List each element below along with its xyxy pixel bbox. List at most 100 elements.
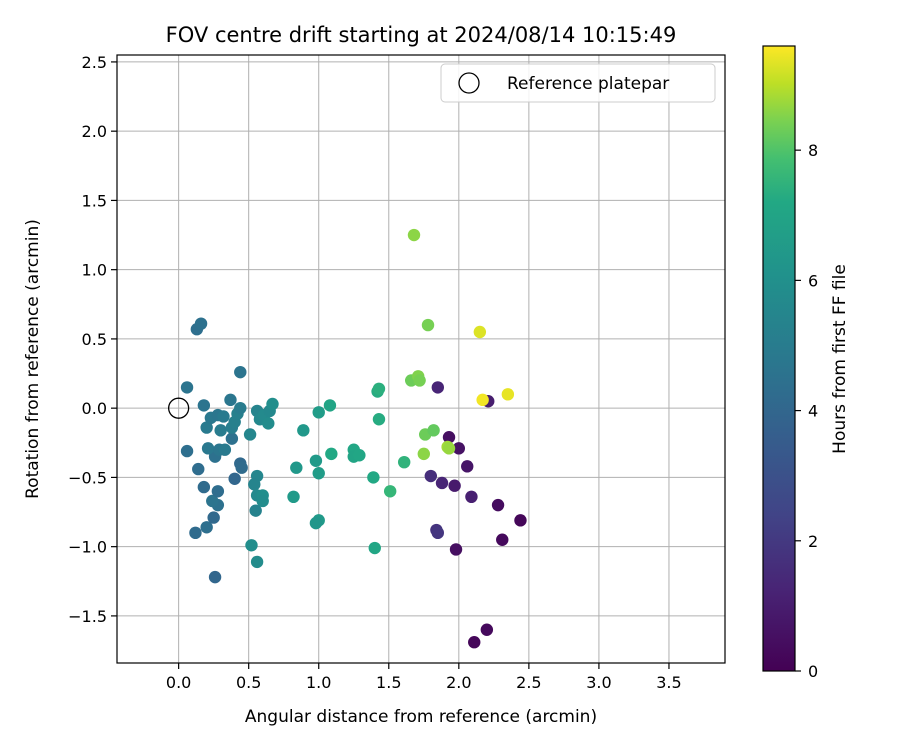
x-axis-label: Angular distance from reference (arcmin) xyxy=(245,707,597,727)
legend-entry-reference: Reference platepar xyxy=(507,74,669,94)
data-point xyxy=(201,442,215,455)
data-point xyxy=(248,478,261,491)
data-point xyxy=(452,442,466,455)
data-point xyxy=(256,494,269,508)
data-point xyxy=(417,447,431,461)
y-tick-label: −1.0 xyxy=(68,538,107,557)
y-axis-ticks: −1.5 −1.0 −0.5 0.0 0.5 1.0 1.5 2.0 2.5 xyxy=(68,53,117,626)
data-point xyxy=(249,504,262,517)
data-point xyxy=(468,636,481,649)
data-point xyxy=(189,526,202,540)
colorbar-tick-label: 4 xyxy=(808,402,818,421)
y-tick-label: 0.5 xyxy=(82,330,107,349)
colorbar-label: Hours from first FF file xyxy=(830,264,850,454)
data-point xyxy=(211,485,225,498)
data-point xyxy=(234,365,247,379)
data-point xyxy=(480,623,494,636)
data-point xyxy=(197,480,211,494)
legend-box xyxy=(440,63,716,103)
data-point xyxy=(372,413,386,426)
data-point xyxy=(435,476,449,490)
y-tick-label: 1.5 xyxy=(82,191,107,210)
data-point xyxy=(461,460,474,473)
reference-platepar-marker xyxy=(167,397,190,419)
legend: Reference platepar xyxy=(440,63,716,103)
data-point xyxy=(442,431,456,444)
data-point xyxy=(262,417,275,430)
data-point xyxy=(325,447,338,461)
data-point xyxy=(413,374,426,387)
legend-reference-marker xyxy=(458,72,480,94)
chart-title: FOV centre drift starting at 2024/08/14 … xyxy=(166,23,677,47)
data-point xyxy=(372,382,386,395)
data-point xyxy=(197,399,211,412)
data-point xyxy=(225,432,239,445)
data-point xyxy=(214,424,227,437)
data-point xyxy=(367,471,380,484)
data-point xyxy=(180,381,194,394)
colorbar-tick-label: 2 xyxy=(808,532,818,551)
colorbar-tick-label: 8 xyxy=(808,141,818,160)
data-point xyxy=(235,461,248,474)
data-point xyxy=(200,421,213,434)
x-tick-label: 1.5 xyxy=(376,673,401,692)
data-point xyxy=(353,449,366,462)
y-axis-label: Rotation from reference (arcmin) xyxy=(23,219,43,499)
y-tick-label: 0.0 xyxy=(82,399,107,418)
plot-frame xyxy=(116,54,726,664)
grid-lines xyxy=(117,55,725,663)
data-point xyxy=(473,325,487,339)
data-point xyxy=(514,514,527,527)
y-tick-label: 1.0 xyxy=(82,261,107,280)
data-point xyxy=(407,228,421,242)
data-point xyxy=(448,479,461,492)
data-points xyxy=(180,228,527,649)
data-point xyxy=(200,521,213,534)
y-tick-label: 2.0 xyxy=(82,122,107,141)
data-point xyxy=(323,399,337,412)
data-point xyxy=(194,317,208,330)
data-point xyxy=(312,406,325,419)
data-point xyxy=(368,541,381,555)
data-point xyxy=(496,533,509,546)
y-tick-label: 2.5 xyxy=(82,53,107,72)
x-tick-label: 3.5 xyxy=(656,673,681,692)
data-point xyxy=(224,393,237,407)
data-point xyxy=(192,462,205,476)
data-point xyxy=(207,511,220,524)
data-point xyxy=(228,472,241,485)
colorbar-tick-label: 6 xyxy=(808,271,818,290)
data-point xyxy=(431,526,445,540)
data-point xyxy=(383,485,397,498)
data-point xyxy=(449,543,463,556)
y-tick-label: −0.5 xyxy=(68,468,107,487)
x-tick-label: 1.0 xyxy=(306,673,331,692)
colorbar-tick-label: 0 xyxy=(808,662,818,681)
x-tick-label: 2.5 xyxy=(516,673,541,692)
data-point xyxy=(250,555,264,569)
data-point xyxy=(245,539,258,552)
data-point xyxy=(217,410,230,423)
colorbar-gradient xyxy=(762,45,796,672)
data-point xyxy=(421,318,435,332)
x-axis-ticks: 0.0 0.5 1.0 1.5 2.0 2.5 3.0 3.5 xyxy=(166,663,682,692)
data-point xyxy=(180,444,194,458)
data-point xyxy=(465,490,478,504)
x-tick-label: 2.0 xyxy=(446,673,471,692)
x-tick-label: 0.5 xyxy=(236,673,261,692)
data-point xyxy=(442,442,456,455)
data-point xyxy=(427,424,440,437)
data-point xyxy=(501,388,515,401)
data-point xyxy=(287,490,300,504)
x-tick-label: 0.0 xyxy=(166,673,191,692)
data-point xyxy=(208,570,222,584)
data-point xyxy=(297,424,310,437)
data-point xyxy=(491,498,505,512)
data-point xyxy=(234,401,247,415)
reference-marker-layer xyxy=(167,397,190,419)
data-point xyxy=(218,443,232,456)
data-point xyxy=(206,494,219,508)
data-point xyxy=(243,428,257,441)
x-tick-label: 3.0 xyxy=(586,673,611,692)
